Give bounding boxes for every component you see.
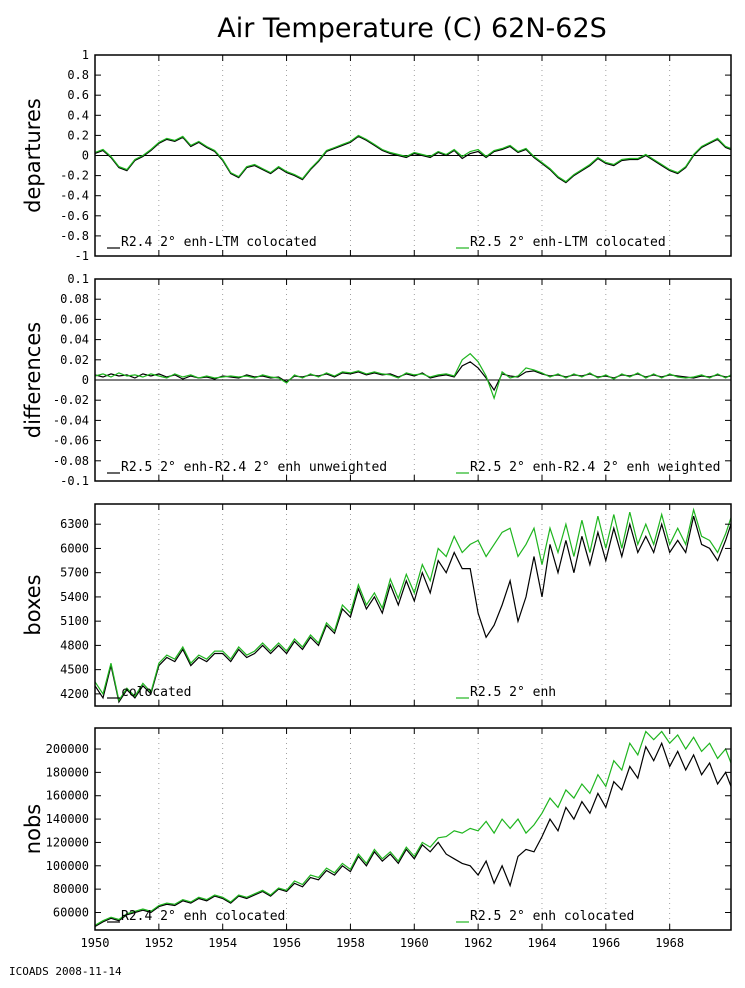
y-tick-label: 0.1 [67, 272, 89, 286]
legend-label-2: R2.5 2° enh colocated [470, 909, 634, 924]
series-line-2 [95, 730, 731, 926]
panels: 1 0.8 0.6 0.4 0.2 0 -0.2 -0.4 -0.6 -0.8 -1 departur… [21, 48, 732, 931]
x-axis: 1950 1952 1954 1956 1958 1960 1962 1964 1966 1968 [81, 936, 685, 950]
x-tick-label: 1968 [655, 936, 684, 950]
y-tick-label: -0.08 [53, 454, 89, 468]
y-tick-label: 5700 [60, 566, 89, 580]
series-line-2 [95, 507, 731, 702]
y-tick-label: -0.1 [60, 474, 89, 488]
y-tick-label: -0.04 [53, 413, 89, 427]
y-tick-label: 0.6 [67, 88, 89, 102]
y-tick-label: 1 [82, 48, 89, 62]
panel-departures: 1 0.8 0.6 0.4 0.2 0 -0.2 -0.4 -0.6 -0.8 -1 departur… [21, 48, 732, 263]
y-tick-label: 6300 [60, 517, 89, 531]
y-axis-label: nobs [21, 804, 45, 854]
y-tick-label: 80000 [53, 882, 89, 896]
legend-label-2: R2.5 2° enh-LTM colocated [470, 235, 666, 250]
y-tick-label: -0.4 [60, 189, 89, 203]
y-tick-label: -0.06 [53, 434, 89, 448]
y-tick-label: 180000 [46, 765, 89, 779]
y-tick-label: 100000 [46, 859, 89, 873]
x-tick-label: 1958 [336, 936, 365, 950]
legend-label-1: colocated [121, 685, 191, 700]
y-tick-label: 120000 [46, 835, 89, 849]
y-tick-label: 0 [82, 149, 89, 163]
y-tick-label: 200000 [46, 742, 89, 756]
y-tick-label: 4500 [60, 663, 89, 677]
y-tick-label: 5400 [60, 590, 89, 604]
legend-label-1: R2.4 2° enh-LTM colocated [121, 235, 317, 250]
legend-label-2: R2.5 2° enh-R2.4 2° enh weighted [470, 460, 720, 475]
series-line-1 [95, 515, 731, 704]
y-tick-label: 0.8 [67, 68, 89, 82]
y-tick-label: -0.6 [60, 209, 89, 223]
series-line-2 [95, 352, 731, 401]
x-tick-label: 1954 [208, 936, 237, 950]
panel-differences: 0.1 0.08 0.06 0.04 0.02 0 -0.02 -0.04 -0.06 -0.08… [21, 272, 732, 488]
y-tick-label: 60000 [53, 905, 89, 919]
y-tick-label: 0 [82, 373, 89, 387]
y-tick-label: 5100 [60, 614, 89, 628]
legend-label-2: R2.5 2° enh [470, 685, 556, 700]
series-line-1 [95, 135, 731, 184]
x-tick-label: 1962 [464, 936, 493, 950]
chart-title: Air Temperature (C) 62N-62S [217, 13, 607, 44]
y-axis-label: departures [21, 98, 45, 213]
x-tick-label: 1952 [144, 936, 173, 950]
y-tick-label: -1 [75, 249, 89, 263]
panel-frame [94, 727, 732, 931]
series-line-1 [95, 741, 731, 928]
legend-label-1: R2.4 2° enh colocated [121, 909, 285, 924]
footer-text: ICOADS 2008-11-14 [9, 965, 122, 978]
y-tick-label: 0.02 [60, 353, 89, 367]
x-tick-label: 1966 [591, 936, 620, 950]
y-tick-label: 0.08 [60, 292, 89, 306]
y-tick-label: 140000 [46, 812, 89, 826]
y-tick-label: 0.04 [60, 333, 89, 347]
y-tick-label: -0.02 [53, 393, 89, 407]
x-tick-label: 1950 [81, 936, 110, 950]
x-tick-label: 1960 [400, 936, 429, 950]
y-axis-label: differences [21, 322, 45, 438]
y-tick-label: -0.8 [60, 229, 89, 243]
panel-boxes: 6300 6000 5700 5400 5100 4800 4500 4200 boxes col… [21, 503, 732, 707]
y-tick-label: 0.4 [67, 108, 89, 122]
legend-label-1: R2.5 2° enh-R2.4 2° enh unweighted [121, 460, 387, 475]
x-tick-label: 1964 [528, 936, 557, 950]
series-line-1 [95, 361, 731, 392]
y-axis-label: boxes [21, 574, 45, 635]
x-tick-label: 1956 [272, 936, 301, 950]
y-tick-label: 4800 [60, 638, 89, 652]
y-tick-label: 0.06 [60, 312, 89, 326]
series-line-2 [95, 134, 731, 183]
y-tick-label: 160000 [46, 789, 89, 803]
y-tick-label: 4200 [60, 687, 89, 701]
panel-frame [94, 503, 732, 707]
y-tick-label: 6000 [60, 541, 89, 555]
y-tick-label: 0.2 [67, 128, 89, 142]
panel-nobs: 200000 180000 160000 140000 120000 100000 8000… [21, 727, 732, 931]
y-tick-label: -0.2 [60, 169, 89, 183]
